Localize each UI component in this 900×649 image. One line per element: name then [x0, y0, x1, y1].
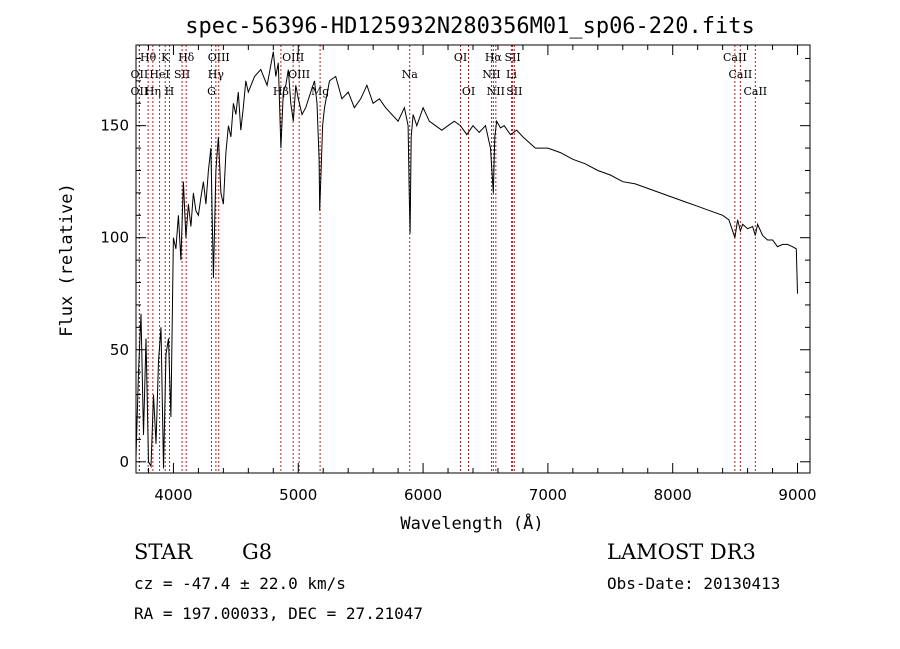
line-marker-label: NII [482, 68, 500, 81]
y-axis-label: Flux (relative) [57, 183, 77, 337]
y-axis: 0 50 100 150 [100, 57, 810, 471]
line-marker-label: Na [402, 68, 419, 81]
line-marker-label: OI [454, 51, 467, 64]
y-tick-label: 0 [119, 453, 129, 471]
line-marker-label: Hγ [208, 68, 225, 81]
line-marker-label: G [207, 85, 216, 98]
x-axis: 4000 5000 6000 7000 8000 9000 [147, 45, 817, 504]
plot-frame [135, 44, 811, 474]
x-tick-label: 8000 [654, 486, 692, 504]
x-tick-label: 9000 [778, 486, 816, 504]
y-tick-label: 100 [100, 229, 129, 247]
x-tick-label: 7000 [529, 486, 567, 504]
spectrum-line [135, 51, 798, 469]
observation-date: Obs-Date: 20130413 [607, 574, 780, 593]
line-marker-label: SII [506, 85, 522, 98]
line-marker-label: NII [487, 85, 505, 98]
y-tick-label: 50 [110, 341, 129, 359]
line-marker-label: SII [504, 51, 520, 64]
coordinates: RA = 197.00033, DEC = 27.21047 [134, 604, 423, 623]
object-type: STAR [134, 540, 193, 564]
x-tick-label: 6000 [404, 486, 442, 504]
x-tick-label: 4000 [154, 486, 192, 504]
line-marker-label: K [161, 51, 170, 64]
line-marker-label: CaII [743, 85, 767, 98]
line-marker-label: Li [506, 68, 517, 81]
line-marker-label: HeI [149, 68, 169, 81]
line-marker-label: OII [131, 85, 149, 98]
line-markers [138, 45, 756, 473]
spectral-subclass: G8 [242, 540, 272, 564]
line-marker-label: H [165, 85, 175, 98]
line-marker-label: Hα [485, 51, 503, 64]
line-marker-label: Hβ [273, 85, 289, 98]
survey-name: LAMOST DR3 [607, 540, 756, 564]
line-marker-label: OIII [208, 51, 230, 64]
line-marker-label: CaII [723, 51, 747, 64]
line-marker-label: OIII [282, 51, 304, 64]
line-marker-label: CaII [729, 68, 753, 81]
y-tick-label: 150 [100, 117, 129, 135]
line-marker-label: OIII [288, 68, 310, 81]
x-tick-label: 5000 [279, 486, 317, 504]
chart-title: spec-56396-HD125932N280356M01_sp06-220.f… [185, 14, 755, 39]
line-marker-label: OII [131, 68, 149, 81]
x-axis-label: Wavelength (Å) [400, 512, 543, 534]
line-marker-label: Hη [145, 85, 161, 98]
line-marker-label: SII [174, 68, 190, 81]
redshift-velocity: cz = -47.4 ± 22.0 km/s [134, 574, 346, 593]
line-marker-label: Hθ [140, 51, 157, 64]
line-marker-label: Hδ [178, 51, 195, 64]
line-marker-label: OI [462, 85, 475, 98]
